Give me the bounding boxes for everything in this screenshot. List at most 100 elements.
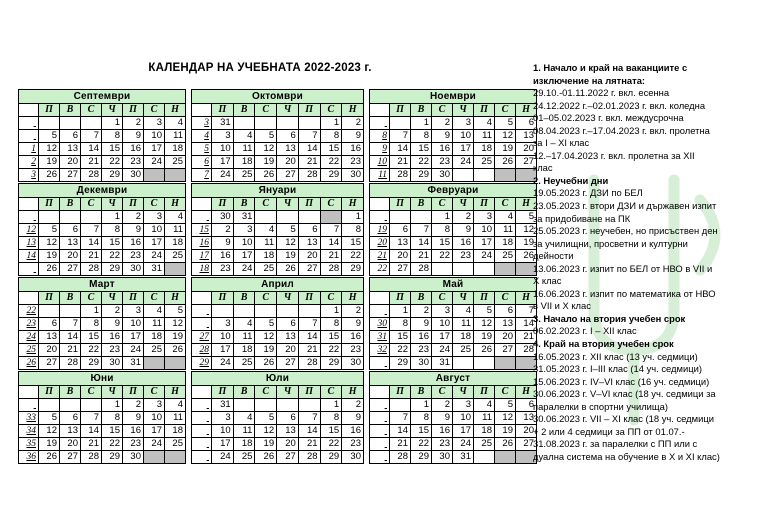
day-cell-empty xyxy=(164,356,186,370)
day-cell: 10 xyxy=(143,411,165,425)
day-cell: 18 xyxy=(143,330,165,344)
week-number-cell: 20 xyxy=(369,236,390,250)
day-cell: 21 xyxy=(80,437,102,451)
day-cell: 1 xyxy=(101,398,123,412)
note-line: 16.06.2023 г. изпит по математика от НВО xyxy=(533,287,716,299)
day-cell: 1 xyxy=(431,210,453,224)
week-number-header xyxy=(18,103,39,117)
day-cell: 26 xyxy=(515,249,537,263)
day-cell: 2 xyxy=(341,116,364,130)
day-cell: 10 xyxy=(122,317,144,331)
day-cell: 21 xyxy=(410,249,432,263)
day-cell: 23 xyxy=(122,249,144,263)
day-cell: 26 xyxy=(38,168,60,182)
day-cell: 28 xyxy=(59,356,81,370)
note-heading: 1. Начало и край на ваканциите с xyxy=(533,62,688,73)
week-row: 30 31 1 xyxy=(191,210,364,224)
day-cell: 6 xyxy=(59,129,81,143)
day-cell: 1 xyxy=(410,398,432,412)
day-cell: 20 xyxy=(38,343,60,357)
week-number-header xyxy=(191,385,212,399)
day-cell-empty xyxy=(211,304,234,318)
day-cell: 9 xyxy=(122,129,144,143)
week-number-cell xyxy=(18,398,39,412)
month-name: Април xyxy=(191,277,364,292)
day-cell: 28 xyxy=(410,262,432,276)
week-row: 36 26 27 28 29 30 xyxy=(18,450,186,464)
note-line: 31.05.2023 г. I–III клас (14 уч. седмици… xyxy=(533,363,702,375)
day-cell: 22 xyxy=(431,249,453,263)
day-cell-empty xyxy=(38,116,60,130)
day-cell: 29 xyxy=(319,356,343,370)
week-number-cell: 7 xyxy=(191,168,212,182)
day-cell: 8 xyxy=(431,223,453,237)
day-cell: 27 xyxy=(389,262,411,276)
week-number-cell xyxy=(191,437,212,451)
note-line: X клас xyxy=(533,275,562,287)
day-cell: 26 xyxy=(254,450,278,464)
week-row: 3 26 27 28 29 30 xyxy=(18,168,186,182)
dow-header: С xyxy=(431,197,453,211)
day-cell: 24 xyxy=(143,437,165,451)
day-cell: 19 xyxy=(254,155,278,169)
day-cell: 1 xyxy=(389,304,411,318)
day-cell: 9 xyxy=(211,236,234,250)
note-line: 30.06.2023 г. V–VI клас (18 уч. седмици … xyxy=(533,388,716,400)
day-cell: 1 xyxy=(319,304,343,318)
day-cell: 31 xyxy=(211,398,234,412)
day-cell: 10 xyxy=(473,223,495,237)
day-cell: 16 xyxy=(452,236,474,250)
week-number-cell xyxy=(191,411,212,425)
month-name: Декември xyxy=(18,183,186,198)
dow-header: Ч xyxy=(101,103,123,117)
dow-header: С xyxy=(319,385,343,399)
day-cell: 13 xyxy=(297,236,321,250)
week-number-cell: 35 xyxy=(18,437,39,451)
day-cell-empty xyxy=(473,168,495,182)
dow-header: С xyxy=(494,103,516,117)
day-cell: 20 xyxy=(59,437,81,451)
week-number-header xyxy=(369,385,390,399)
week-number-cell: 8 xyxy=(369,129,390,143)
week-row: 15 2 3 4 5 6 7 8 xyxy=(191,223,364,237)
day-cell: 24 xyxy=(452,155,474,169)
day-cell-empty xyxy=(143,356,165,370)
week-number-cell: 25 xyxy=(18,343,39,357)
day-cell: 15 xyxy=(101,142,123,156)
day-cell-empty xyxy=(473,262,495,276)
day-cell: 17 xyxy=(452,142,474,156)
week-number-cell: 12 xyxy=(18,223,39,237)
day-cell: 21 xyxy=(515,330,537,344)
day-cell: 24 xyxy=(143,155,165,169)
day-cell-empty xyxy=(276,116,299,130)
dow-header: П xyxy=(38,103,60,117)
day-cell: 12 xyxy=(494,129,516,143)
dow-header: П xyxy=(297,291,321,305)
day-cell: 17 xyxy=(431,330,453,344)
day-cell: 3 xyxy=(431,304,453,318)
day-cell: 24 xyxy=(211,356,234,370)
day-cell-empty xyxy=(515,450,537,464)
dow-header: Ч xyxy=(101,385,123,399)
week-row: 23 6 7 8 9 10 11 12 xyxy=(18,317,186,331)
day-cell-empty xyxy=(494,356,516,370)
day-cell: 21 xyxy=(80,155,102,169)
note-line: 06.02.2023 г. I – XII клас xyxy=(533,325,637,337)
note-line: за училищни, просветни и културни xyxy=(533,237,688,249)
day-cell: 13 xyxy=(59,142,81,156)
day-cell: 27 xyxy=(276,356,299,370)
day-cell: 25 xyxy=(164,155,186,169)
week-number-cell xyxy=(369,398,390,412)
day-cell: 5 xyxy=(494,116,516,130)
week-number-cell: 33 xyxy=(18,411,39,425)
dow-header: П xyxy=(122,291,144,305)
dow-header: С xyxy=(143,197,165,211)
week-row: 19 6 7 8 9 10 11 12 xyxy=(369,223,537,237)
month-name: Март xyxy=(18,277,186,292)
day-cell: 15 xyxy=(319,330,343,344)
day-cell: 11 xyxy=(164,411,186,425)
day-cell: 9 xyxy=(101,317,123,331)
week-row: 10 11 12 13 14 15 16 xyxy=(191,424,364,438)
